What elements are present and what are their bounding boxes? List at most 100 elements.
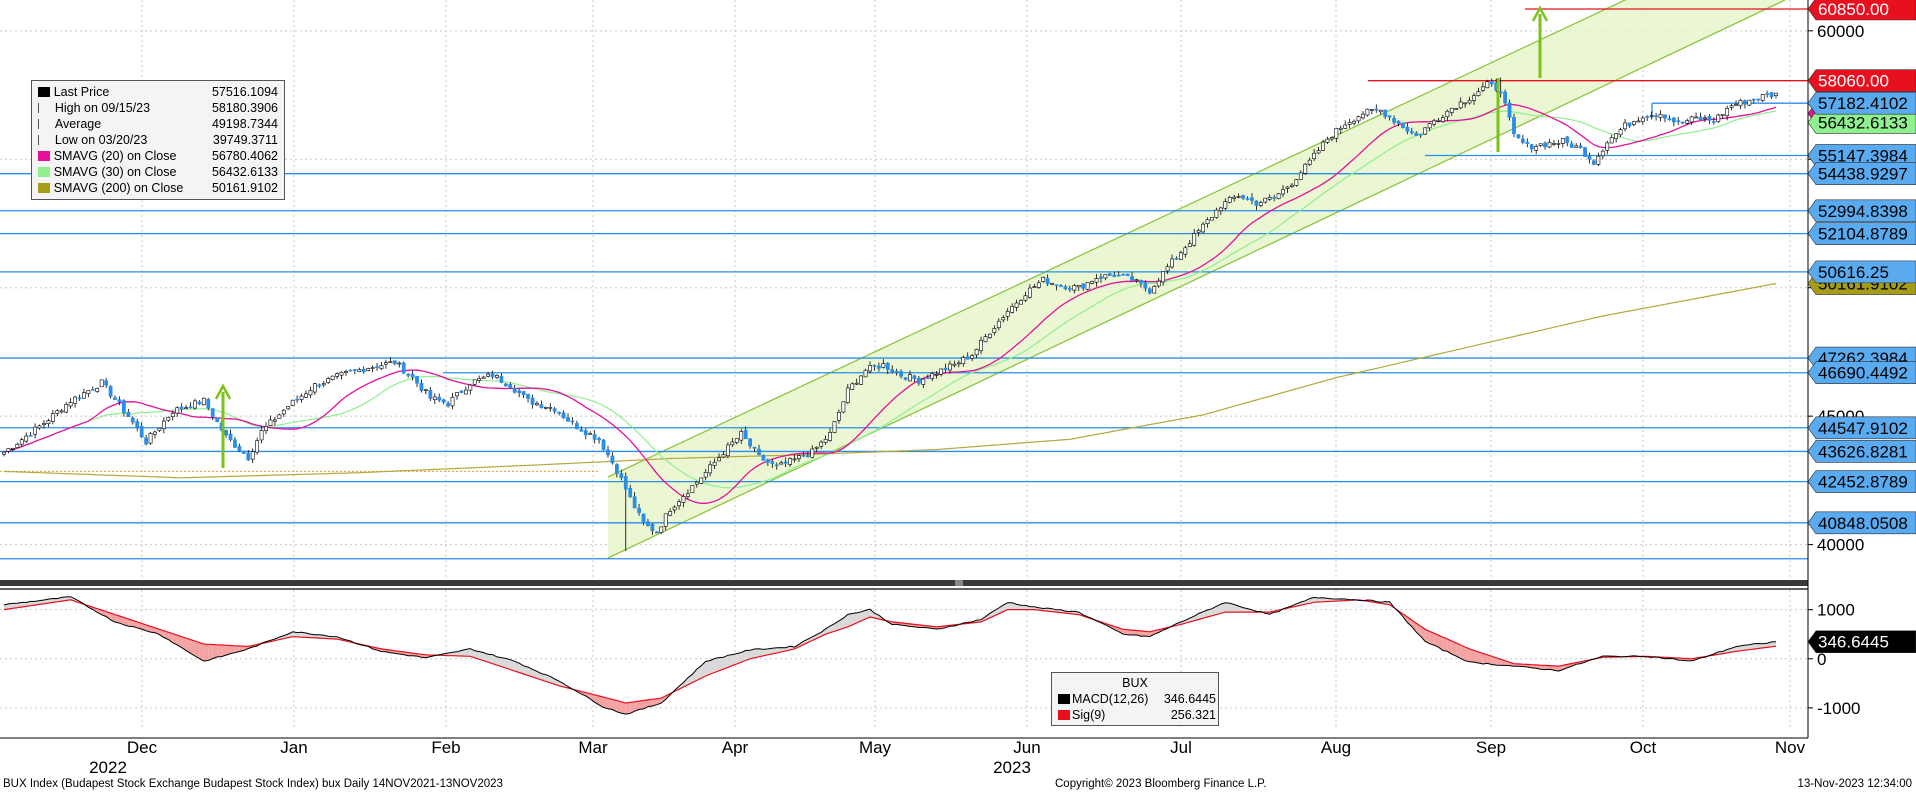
legend-swatch [38,135,43,145]
candle [1569,143,1574,148]
level-tag-bg [1807,91,1916,115]
candle [1507,102,1512,118]
candle [312,383,317,393]
macd-fill [186,638,191,654]
macd-fill [1029,606,1035,610]
macd-fill [1305,598,1310,605]
separator-grip [955,580,963,586]
macd-fill [843,614,848,629]
candle [823,439,828,443]
candle [215,417,220,422]
month-label: Sep [1476,738,1506,757]
candle [326,378,331,383]
candle [1236,196,1241,198]
candle [1543,142,1547,148]
candle [375,366,379,368]
macd-fill [1420,626,1426,642]
candle [752,446,757,449]
legend-swatch [38,87,50,97]
candle [1618,129,1623,136]
candle [1747,99,1752,106]
macd-fill [4,603,9,610]
candle [1534,146,1539,151]
candle [641,513,646,523]
level-tag-bg [1807,0,1916,21]
macd-fill [865,609,871,619]
candle [610,455,615,464]
candle [10,447,15,450]
candle [548,406,553,409]
footer-timestamp: 13-Nov-2023 12:34:00 [1797,778,1912,790]
candle [637,507,641,513]
candle [184,407,188,409]
price-tick-label: 40000 [1817,536,1864,555]
macd-fill [297,632,302,638]
macd-fill [838,618,844,630]
candle [1063,286,1068,290]
candle [481,376,486,379]
candle [1592,160,1596,165]
sma20-line [3,103,1777,504]
legend-label: Average [54,117,102,131]
macd-fill [1127,629,1133,636]
macd-fill [1123,629,1128,635]
candle [916,378,921,384]
candle [761,455,766,461]
candle [1041,277,1046,282]
candle [1720,114,1725,116]
macd-fill [607,698,613,710]
candle [1751,99,1756,101]
candle [1427,123,1432,129]
macd-fill [745,650,751,661]
candle [894,371,899,373]
candle [672,506,677,511]
candle [543,407,548,409]
candle [2,451,6,455]
candle [1170,258,1174,268]
candle [748,438,753,447]
candle [1441,117,1445,123]
candle [694,481,699,485]
candle [930,373,935,379]
month-label: Mar [578,738,608,757]
level-tag: 50616.25 [1818,263,1889,282]
macd-fill [1140,630,1146,637]
candle [1467,100,1472,104]
macd-legend-title: BUX [1122,676,1148,690]
candle [130,417,135,423]
candle [1463,102,1468,105]
candle [1414,132,1419,136]
macd-fill [1207,608,1212,618]
candle [299,395,304,400]
candle [1285,186,1290,189]
macd-fill [523,665,529,676]
macd-fill [1434,633,1439,648]
year-label: 2022 [89,758,127,777]
candle [264,426,268,431]
candle [650,523,655,532]
macd-fill [550,676,555,685]
macd-fill [1198,611,1204,620]
legend-label: Low on 03/20/23 [54,133,148,147]
candle [1196,230,1201,233]
candle [1059,285,1063,287]
macd-fill [727,654,733,668]
candle [1574,145,1579,148]
macd-fill [1531,664,1537,669]
legend-value: 58180.3906 [211,101,278,115]
candle [588,433,593,435]
candle [1254,200,1259,206]
candle [850,383,855,390]
macd-fill [470,648,475,658]
macd-fill [1753,643,1759,650]
macd-fill [1460,645,1466,661]
candle [1214,209,1219,218]
candle [1227,196,1232,203]
candle [783,461,788,464]
candle [872,365,877,367]
candle [1596,155,1601,165]
legend-label: SMAVG (20) on Close [53,149,177,163]
footer-source: BUX Index (Budapest Stock Exchange Budap… [3,778,503,790]
macd-fill [172,633,178,645]
candle [42,423,46,425]
